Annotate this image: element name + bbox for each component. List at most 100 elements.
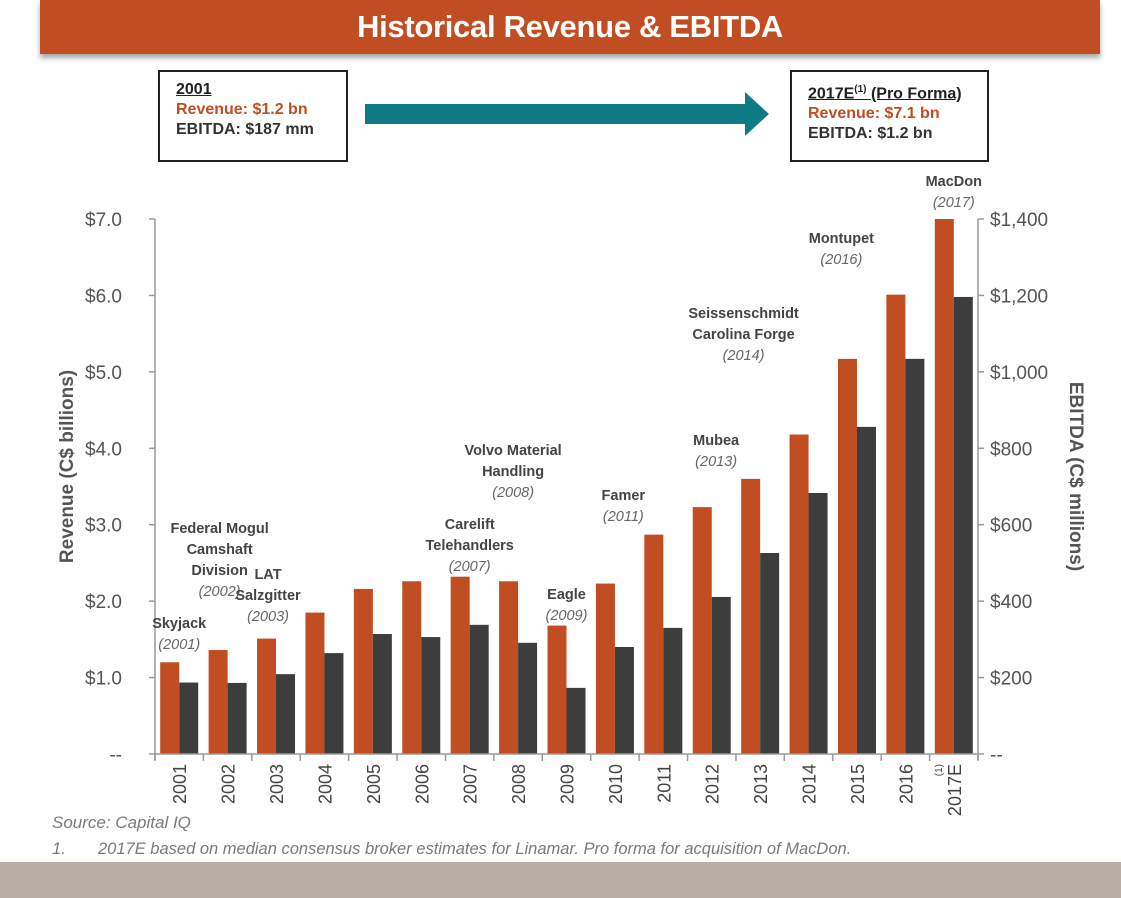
x-tick-label: 2015 [848,764,868,804]
annotation-company: Carelift [445,517,495,533]
end-summary-box: 2017E(1) (Pro Forma) Revenue: $7.1 bn EB… [790,70,989,162]
revenue-bar-2006 [402,581,422,754]
left-tick-label: $2.0 [85,592,122,613]
x-tick-label: 2011 [654,764,674,803]
ebitda-bar-2011 [663,627,683,754]
annotation-year: (2011) [603,509,644,525]
right-axis-title: EBITDA (C$ millions) [1065,382,1086,571]
annotation-company: Seissenschmidt [688,306,799,322]
annotation-year: (2001) [158,637,200,653]
acquisition-annotation: (2008) Handling Volvo Material [464,443,561,501]
right-tick-label: $1,400 [990,210,1048,231]
right-tick-label: $200 [990,669,1032,690]
ebitda-bar-2015 [856,426,876,754]
footnote-text: 2017E based on median consensus broker e… [98,840,852,858]
revenue-bar-2009 [547,625,567,754]
start-summary-box: 2001 Revenue: $1.2 bn EBITDA: $187 mm [158,70,348,162]
annotation-year: (2016) [820,252,862,268]
left-tick-label: $1.0 [85,669,122,690]
annotation-company: MacDon [926,174,982,190]
revenue-bar-2008 [499,581,519,754]
right-tick-label: $400 [990,592,1032,613]
x-tick-label: 2008 [509,764,529,804]
revenue-bar-2001 [160,662,180,754]
x-tick-label: 2013 [751,764,771,804]
revenue-bar-2017E [934,219,954,754]
footnote-number: 1. [52,840,66,858]
annotation-company: Carolina Forge [692,327,794,343]
right-tick-label: $1,200 [990,286,1048,307]
left-tick-label: $3.0 [85,516,122,537]
ebitda-bar-2001 [179,682,199,754]
annotation-company: LAT [254,567,281,583]
acquisition-annotation: (2009) Eagle [546,587,588,624]
annotation-company: Federal Mogul [170,521,268,537]
revenue-bar-2004 [305,612,325,754]
end-ebitda: EBITDA: $1.2 bn [808,125,933,143]
revenue-bar-2005 [353,588,373,754]
revenue-bar-2011 [644,534,664,754]
acquisition-annotation: (2017) MacDon [926,174,982,211]
annotations-group: (2001) Skyjack (2002) Division Camshaft Feder… [152,174,982,653]
annotation-company: Montupet [809,231,874,247]
ebitda-bar-2016 [905,358,925,754]
annotation-company: Handling [482,464,544,480]
revenue-bar-2012 [692,507,712,754]
annotation-year: (2014) [723,348,765,364]
ebitda-bar-2013 [760,552,780,754]
revenue-bar-2014 [789,434,809,754]
ebitda-bar-2010 [614,647,634,754]
annotation-year: (2017) [933,195,975,211]
annotation-year: (2008) [492,485,534,501]
axes-group: -- $1.0 $2.0 $3.0 $4.0 $5.0 $6.0 $7.0 -- $200 $400… [57,210,1086,816]
left-tick-label: $6.0 [85,286,122,307]
start-heading: 2001 [176,81,212,98]
acquisition-annotation: (2014) Carolina Forge Seissenschmidt [688,306,799,364]
revenue-bar-2016 [886,294,906,754]
annotation-company: Telehandlers [425,538,513,554]
annotation-year: (2003) [247,609,289,625]
annotation-year: (2002) [199,584,241,600]
revenue-bar-2003 [257,638,277,754]
end-heading-year: 2017E [808,85,855,103]
left-tick-label: $4.0 [85,439,122,460]
ebitda-bar-2009 [566,687,586,754]
end-heading-footnote-ref: (1) [854,84,867,95]
annotation-year: (2013) [695,454,737,470]
revenue-bar-2007 [450,576,470,754]
acquisition-annotation: (2016) Montupet [809,231,874,268]
acquisition-annotation: (2007) Telehandlers Carelift [425,517,513,575]
acquisition-annotation: (2013) Mubea [693,433,740,470]
ebitda-bar-2002 [227,682,247,754]
ebitda-bar-2008 [518,642,538,754]
ebitda-bar-2006 [421,637,441,754]
annotation-year: (2007) [449,559,491,575]
acquisition-annotation: (2002) Division Camshaft Federal Mogul [170,521,268,600]
ebitda-bar-2017E [953,296,973,754]
page-title: Historical Revenue & EBITDA [356,9,783,44]
revenue-bar-2015 [837,358,857,754]
x-tick-label: 2010 [606,764,626,804]
bars-group [160,219,973,754]
annotation-company: Skyjack [152,616,207,632]
x-tick-label: 2014 [800,764,820,804]
annotation-company: Volvo Material [464,443,561,459]
start-ebitda: EBITDA: $187 mm [176,121,314,138]
left-axis-title: Revenue (C$ billions) [57,370,78,563]
ebitda-bar-2014 [808,492,828,754]
x-tick-footnote-ref: (1) [934,764,945,776]
annotation-company: Mubea [693,433,740,449]
x-tick-label: 2007 [461,764,481,804]
revenue-bar-2002 [208,650,228,754]
right-tick-label: -- [990,745,1003,766]
revenue-ebitda-chart: -- $1.0 $2.0 $3.0 $4.0 $5.0 $6.0 $7.0 -- $200 $400… [57,174,1086,816]
revenue-bar-2013 [741,478,761,754]
right-tick-label: $800 [990,439,1032,460]
x-tick-label: 2006 [412,764,432,804]
footer-band [0,862,1121,898]
ebitda-bar-2003 [276,674,296,754]
x-tick-label: 2005 [364,764,384,804]
annotation-year: (2009) [546,608,588,624]
x-tick-label: 2009 [558,764,578,804]
right-tick-label: $1,000 [990,363,1048,384]
